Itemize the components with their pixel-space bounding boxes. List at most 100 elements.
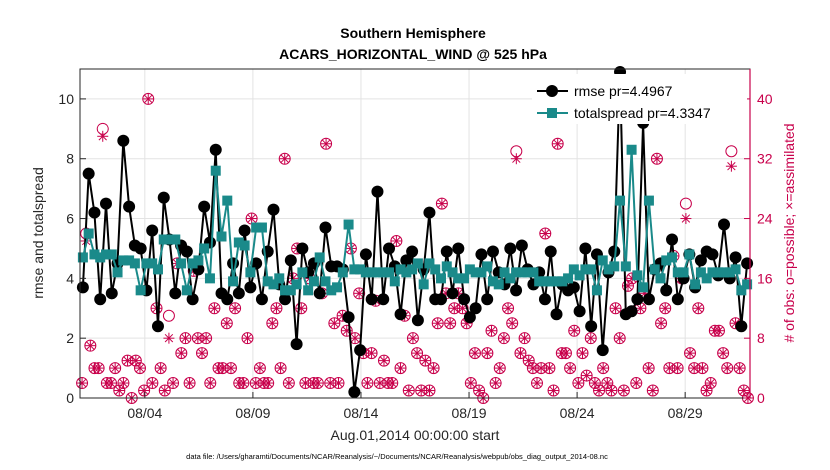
obs-assimilated-marker — [328, 317, 340, 329]
obs-assimilated-marker — [175, 347, 187, 359]
totalspread-point — [557, 276, 568, 287]
obs-assimilated-marker — [196, 347, 208, 359]
obs-assimilated-stroke — [739, 386, 748, 395]
rmse-point — [394, 308, 407, 321]
obs-assimilated-marker — [250, 377, 262, 389]
obs-assimilated-marker — [134, 362, 146, 374]
rmse-point — [198, 200, 211, 213]
chart-title: Southern Hemisphere — [340, 25, 486, 41]
totalspread-point — [320, 276, 331, 287]
rmse-point — [151, 320, 164, 333]
obs-assimilated-marker — [229, 302, 241, 314]
totalspread-point — [407, 264, 418, 275]
obs-assimilated-stroke — [598, 363, 608, 373]
obs-assimilated-marker — [519, 332, 531, 344]
obs-assimilated-marker — [684, 347, 696, 359]
rmse-point — [180, 245, 193, 258]
totalspread-point — [690, 279, 701, 290]
obs-assimilated-marker — [481, 347, 493, 359]
obs-assimilated-marker — [634, 302, 646, 314]
obs-assimilated-marker — [332, 377, 344, 389]
totalspread-point — [430, 264, 441, 275]
obs-assimilated-marker — [721, 362, 733, 374]
totalspread-point — [395, 264, 406, 275]
obs-assimilated-stroke — [243, 333, 252, 343]
obs-assimilated-stroke — [367, 348, 376, 358]
obs-assimilated-stroke — [144, 94, 153, 104]
totalspread-point — [545, 276, 556, 287]
obs-assimilated-stroke — [731, 319, 740, 328]
totalspread-point — [343, 219, 354, 230]
obs-assimilated-stroke — [437, 199, 447, 208]
obs-assimilated-marker — [692, 302, 704, 314]
obs-assimilated-stroke — [648, 386, 658, 395]
rmse-point — [359, 248, 372, 261]
obs-assimilated-stroke — [528, 363, 538, 373]
rmse-point — [434, 293, 447, 306]
obs-assimilated-stroke — [681, 214, 691, 223]
obs-assimilated-marker — [320, 138, 332, 150]
totalspread-point — [170, 234, 181, 245]
obs-assimilated-stroke — [148, 378, 157, 388]
y-tick-label: 2 — [66, 330, 74, 346]
y-tick-label: 6 — [66, 211, 74, 227]
obs-assimilated-marker — [117, 377, 129, 389]
rmse-point — [255, 293, 268, 306]
totalspread-point — [141, 258, 152, 269]
obs-assimilated-stroke — [433, 319, 442, 328]
x-tick-label: 08/09 — [235, 405, 270, 421]
totalspread-point — [147, 258, 158, 269]
obs-assimilated-stroke — [131, 356, 141, 365]
obs-assimilated-stroke — [582, 371, 591, 380]
obs-assimilated-marker — [415, 385, 427, 397]
obs-assimilated-marker — [419, 355, 431, 367]
obs-assimilated-marker — [630, 377, 642, 389]
totalspread-point — [314, 252, 325, 263]
totalspread-point — [303, 285, 314, 296]
obs-assimilated-stroke — [168, 378, 178, 388]
obs-assimilated-marker — [403, 385, 415, 397]
obs-assimilated-stroke — [247, 214, 256, 223]
obs-assimilated-stroke — [652, 154, 662, 163]
obs-assimilated-marker — [498, 332, 510, 344]
totalspread-point — [511, 267, 522, 278]
obs-assimilated-stroke — [607, 386, 616, 395]
obs-assimilated-stroke — [177, 348, 186, 358]
obs-assimilated-stroke — [119, 378, 128, 388]
totalspread-point — [649, 264, 660, 275]
obs-assimilated-stroke — [263, 378, 273, 388]
totalspread-point — [724, 267, 735, 278]
totalspread-point — [551, 276, 562, 287]
rmse-point — [729, 251, 742, 264]
obs-assimilated-marker — [407, 332, 419, 344]
obs-assimilated-stroke — [723, 363, 732, 373]
totalspread-point — [620, 261, 631, 272]
obs-assimilated-marker — [395, 362, 407, 374]
totalspread-point — [326, 285, 337, 296]
obs-assimilated-stroke — [396, 363, 405, 373]
rmse-point — [406, 245, 419, 258]
rmse-point — [250, 257, 263, 270]
totalspread-point — [464, 264, 475, 275]
totalspread-point — [332, 282, 343, 293]
totalspread-point — [372, 267, 383, 278]
totalspread-point — [308, 276, 319, 287]
totalspread-point — [245, 267, 256, 278]
totalspread-point — [470, 267, 481, 278]
obs-assimilated-stroke — [665, 363, 674, 373]
totalspread-point — [667, 252, 678, 263]
obs-assimilated-marker — [502, 302, 514, 314]
totalspread-point — [77, 252, 88, 263]
obs-assimilated-stroke — [206, 378, 215, 388]
obs-assimilated-marker — [374, 377, 386, 389]
totalspread-point — [262, 276, 273, 287]
totalspread-point — [505, 273, 516, 284]
obs-assimilated-marker — [200, 332, 212, 344]
obs-assimilated-stroke — [685, 348, 695, 358]
obs-assimilated-marker — [386, 377, 398, 389]
obs-assimilated-stroke — [524, 356, 533, 365]
obs-assimilated-stroke — [532, 378, 542, 388]
obs-assimilated-marker — [254, 362, 266, 374]
obs-assimilated-stroke — [718, 348, 728, 358]
totalspread-point — [297, 267, 308, 278]
